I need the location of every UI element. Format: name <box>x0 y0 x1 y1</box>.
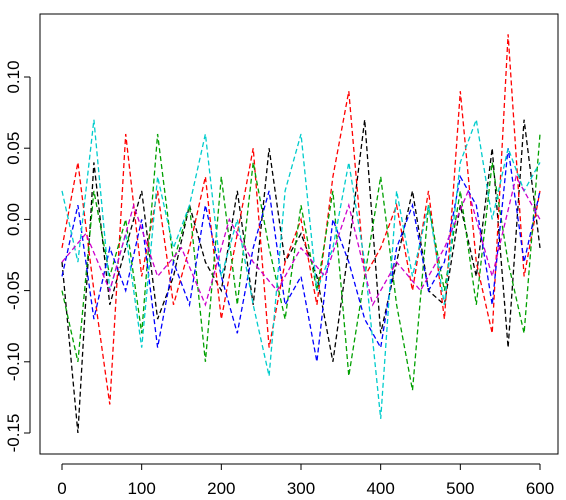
y-tick-label: -0.05 <box>4 271 23 310</box>
series-layer <box>61 34 541 434</box>
y-tick-label: 0.05 <box>4 132 23 165</box>
y-tick-label: -0.15 <box>4 414 23 453</box>
series-6-line <box>61 174 541 307</box>
series-2-line <box>61 34 541 405</box>
x-tick-label: 0 <box>57 479 66 498</box>
x-tick-label: 500 <box>446 479 474 498</box>
series-3-line <box>61 133 541 391</box>
x-tick-label: 100 <box>127 479 155 498</box>
x-tick-label: 600 <box>526 479 554 498</box>
x-tick-label: 300 <box>287 479 315 498</box>
series-4-line <box>61 148 541 362</box>
series-5-line <box>61 117 541 419</box>
y-tick-label: 0.00 <box>4 203 23 236</box>
y-tick-label: -0.10 <box>4 342 23 381</box>
x-tick-label: 200 <box>207 479 235 498</box>
series-1-line <box>61 119 541 434</box>
plot-frame <box>39 13 559 455</box>
y-tick-label: 0.10 <box>4 60 23 93</box>
x-axis: 0 100 200 300 400 500 600 <box>57 463 554 498</box>
x-tick-label: 400 <box>366 479 394 498</box>
y-axis: -0.15 -0.10 -0.05 0.00 0.05 0.10 <box>4 60 31 453</box>
